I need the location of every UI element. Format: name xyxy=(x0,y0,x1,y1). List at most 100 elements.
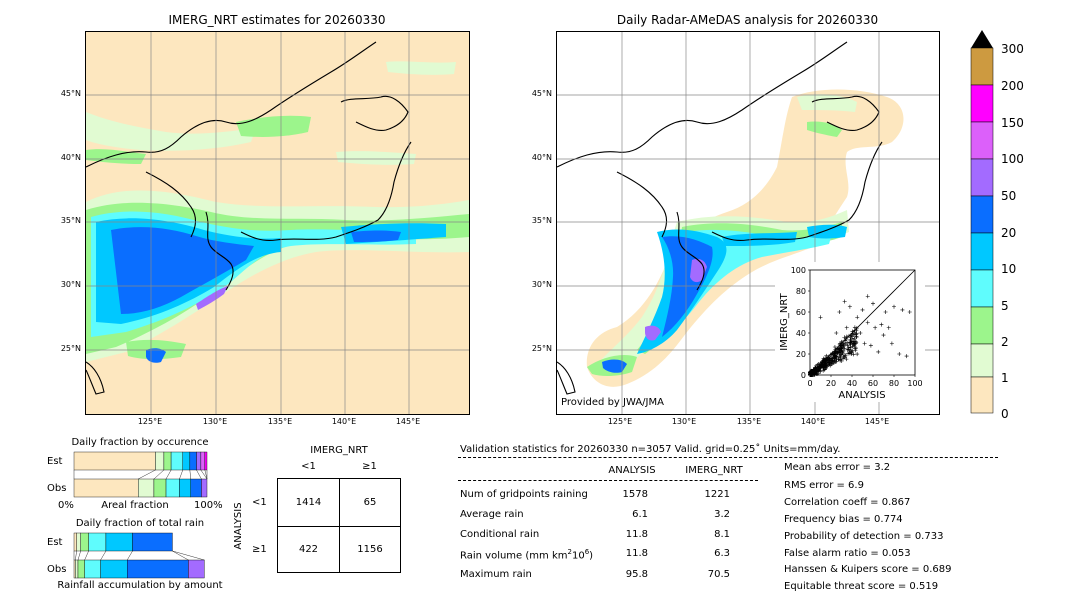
fraction-segment xyxy=(76,532,81,552)
validation-row-label: Maximum rain xyxy=(460,569,532,580)
left-lon-label: 125°E xyxy=(137,417,163,426)
occurrence-est-label: Est xyxy=(47,456,63,467)
right-lat-label: 30°N xyxy=(531,280,552,289)
scatter-xlabel: ANALYSIS xyxy=(838,390,885,401)
scatter-point xyxy=(830,359,835,364)
occurrence-chart xyxy=(73,451,208,498)
fraction-segment xyxy=(182,451,191,471)
colorbar-segment-200 xyxy=(970,47,994,86)
right-lat-label: 40°N xyxy=(531,153,552,162)
colorbar-label: 20 xyxy=(1001,226,1017,240)
right-lon-label: 145°E xyxy=(864,417,890,426)
score-line: Probability of detection = 0.733 xyxy=(784,531,944,542)
fraction-connector xyxy=(196,469,202,480)
validation-row-analysis: 95.8 xyxy=(625,569,648,580)
fraction-segment xyxy=(196,451,202,471)
occurrence-x-max: 100% xyxy=(194,500,223,511)
scatter-point xyxy=(823,363,828,368)
right-map-title: Daily Radar-AMeDAS analysis for 20260330 xyxy=(616,13,879,27)
fraction-segment xyxy=(127,559,189,579)
contingency-cell: 65 xyxy=(363,497,377,508)
contingency-col-header: <1 xyxy=(301,461,316,472)
totalrain-xlabel: Rainfall accumulation by amount xyxy=(57,580,223,591)
scatter-inset: 0 20 40 60 80 100 0 20 40 60 80 100 ANALYSIS IMERG_… xyxy=(775,262,925,402)
scatter-point xyxy=(818,369,823,374)
fraction-connector xyxy=(204,469,208,480)
fraction-segment xyxy=(80,532,89,552)
left-map-title: IMERG_NRT estimates for 20260330 xyxy=(168,13,386,27)
totalrain-title: Daily fraction of total rain xyxy=(75,518,205,529)
totalrain-obs-label: Obs xyxy=(47,564,67,575)
fraction-connector xyxy=(127,550,133,561)
fraction-connector xyxy=(179,469,183,480)
fraction-connector xyxy=(100,550,107,561)
scatter-point xyxy=(811,367,816,372)
scatter-point xyxy=(855,315,860,320)
right-lon-label: 125°E xyxy=(607,417,633,426)
volume-end: ) xyxy=(589,550,594,562)
score-line: Frequency bias = 0.774 xyxy=(784,514,903,525)
validation-divider-cols xyxy=(458,480,758,481)
fraction-connector xyxy=(200,469,208,480)
scatter-x-tick: 80 xyxy=(889,379,899,388)
scatter-point xyxy=(850,340,855,345)
scatter-point xyxy=(853,348,858,353)
fraction-segment xyxy=(100,559,128,579)
scatter-point xyxy=(889,341,894,346)
scatter-point xyxy=(853,341,858,346)
scatter-point xyxy=(818,315,823,320)
scatter-point xyxy=(848,345,853,350)
scatter-point xyxy=(846,351,851,356)
colorbar-extend-arrow xyxy=(971,30,993,48)
fraction-segment xyxy=(170,451,183,471)
scatter-point xyxy=(904,354,909,359)
contingency-col-header: ≥1 xyxy=(362,461,377,472)
totalrain-est-label: Est xyxy=(47,537,63,548)
fraction-segment xyxy=(163,451,172,471)
fraction-segment xyxy=(138,478,155,498)
validation-col-imerg: IMERG_NRT xyxy=(685,465,743,476)
scatter-y-tick: 80 xyxy=(796,287,806,296)
scatter-x-tick: 0 xyxy=(807,379,812,388)
left-graticule xyxy=(86,32,469,414)
right-coastlines xyxy=(557,41,883,395)
data-credit: Provided by JWA/JMA xyxy=(561,397,664,408)
fraction-connector xyxy=(138,469,156,480)
scatter-plot: 0 20 40 60 80 100 0 20 40 60 80 100 ANALYSIS IMERG_… xyxy=(779,266,923,401)
scatter-point xyxy=(842,299,847,304)
fraction-segment xyxy=(77,559,85,579)
scatter-point xyxy=(820,360,825,365)
left-precip-fields xyxy=(86,61,469,363)
scatter-point xyxy=(832,351,837,356)
left-map xyxy=(85,31,470,415)
fraction-connector xyxy=(165,469,172,480)
validation-row-analysis: 6.1 xyxy=(632,509,648,520)
scatter-point xyxy=(897,352,902,356)
occurrence-x-min: 0% xyxy=(58,500,74,511)
occurrence-obs-label: Obs xyxy=(47,483,67,494)
validation-header: Validation statistics for 20260330 n=305… xyxy=(460,444,841,455)
scatter-point xyxy=(850,344,855,349)
fraction-segment xyxy=(179,478,191,498)
colorbar-segment-50 xyxy=(970,158,994,197)
scatter-point xyxy=(892,304,896,309)
colorbar-segment-20 xyxy=(970,195,994,234)
scatter-point xyxy=(842,346,847,351)
scatter-ticks: 0 20 40 60 80 100 0 20 40 60 80 100 xyxy=(791,266,923,388)
scatter-point xyxy=(873,325,878,330)
scatter-point xyxy=(907,310,912,314)
contingency-row-label: ANALYSIS xyxy=(233,502,244,549)
scatter-x-tick: 60 xyxy=(868,379,878,388)
right-lon-label: 130°E xyxy=(671,417,697,426)
scatter-point xyxy=(823,361,828,366)
validation-row-analysis: 11.8 xyxy=(625,548,648,559)
scatter-point xyxy=(883,310,888,314)
scatter-point xyxy=(841,349,846,354)
totalrain-bars xyxy=(73,532,205,579)
scatter-point xyxy=(862,341,867,346)
fraction-connector xyxy=(172,550,189,561)
contingency-row-header: ≥1 xyxy=(252,544,267,555)
occurrence-bars xyxy=(73,451,208,498)
score-line: Hanssen & Kuipers score = 0.689 xyxy=(784,564,952,575)
fraction-connector xyxy=(153,469,165,480)
